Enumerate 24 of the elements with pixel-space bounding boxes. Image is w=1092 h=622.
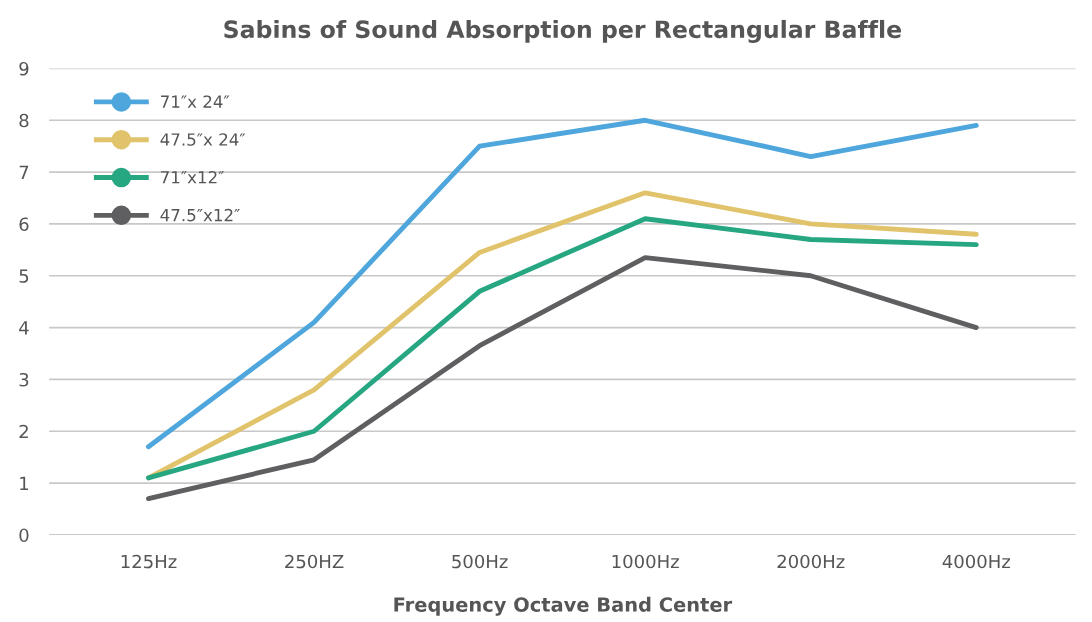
legend-label: 71″x12″ — [161, 170, 224, 184]
y-tick-label: 6 — [19, 217, 29, 232]
line-series — [146, 255, 979, 502]
y-tick-label: 5 — [19, 269, 29, 283]
legend-label: 71″x 24″ — [161, 95, 230, 108]
y-tick-label: 8 — [19, 113, 29, 128]
y-tick-label: 1 — [20, 476, 29, 490]
x-tick-label: 4000Hz — [942, 554, 1011, 569]
legend-label: 47.5″x 24″ — [160, 133, 246, 146]
legend-label: 47.5″x12″ — [160, 208, 240, 222]
x-tick-label: 125Hz — [121, 554, 177, 569]
chart-title: Sabins of Sound Absorption per Rectangular Baffle — [224, 19, 901, 43]
x-tick-label: 1000Hz — [612, 554, 679, 569]
x-axis-title: Frequency Octave Band Center — [394, 596, 733, 616]
x-tick-label: 500Hz — [452, 554, 508, 569]
y-tick-label: 0 — [19, 528, 29, 543]
y-tick-label: 3 — [19, 372, 29, 387]
y-tick-label: 9 — [19, 61, 29, 76]
line-series — [146, 117, 979, 450]
x-tick-label: 2000Hz — [777, 554, 845, 569]
y-tick-label: 2 — [19, 424, 28, 439]
y-tick-label: 7 — [19, 165, 29, 179]
x-tick-label: 250HZ — [285, 554, 344, 569]
y-tick-label: 4 — [19, 321, 29, 335]
